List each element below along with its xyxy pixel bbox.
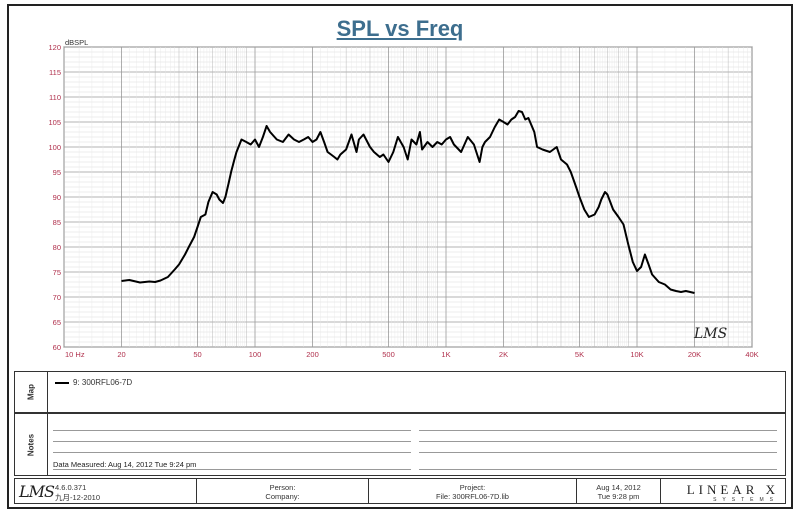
legend-swatch xyxy=(55,381,69,384)
date-measured: Data Measured: Aug 14, 2012 Tue 9:24 pm xyxy=(53,460,197,469)
x-tick-label: 20K xyxy=(688,350,701,359)
footer-date-cell: Aug 14, 2012 Tue 9:28 pm xyxy=(577,479,661,503)
x-tick-label: 10K xyxy=(630,350,643,359)
note-line xyxy=(419,430,777,431)
x-tick-label: 5K xyxy=(575,350,584,359)
lms-watermark-logo: LMS xyxy=(694,326,728,342)
footer-person-cell: Person: Company: xyxy=(197,479,369,503)
linearx-brand-top: LINEAR X xyxy=(686,482,779,497)
notes-label-cell: Notes xyxy=(15,414,48,475)
x-tick-label: 2K xyxy=(499,350,508,359)
footer-version-cell: LMS 4.6.0.371 九月-12-2010 xyxy=(15,479,197,503)
x-tick-label: 10 Hz xyxy=(65,350,85,359)
build-date-text: 九月-12-2010 xyxy=(55,493,101,502)
note-line xyxy=(53,430,411,431)
x-tick-label: 20 xyxy=(117,350,125,359)
file-label: File: 300RFL06-7D.lib xyxy=(436,492,509,501)
spl-chart: 60 65 70 75 80 85 90 95 100 105 110 115 120 10 Hz 20 5… xyxy=(48,38,759,359)
footer-time: Tue 9:28 pm xyxy=(597,492,640,501)
y-tick-label: 100 xyxy=(48,143,61,152)
notes-panel: Notes Data Measured: Aug 14, 2012 Tue 9:… xyxy=(14,413,786,476)
x-tick-label: 100 xyxy=(249,350,262,359)
y-tick-label: 60 xyxy=(53,343,61,352)
legend-label: 9: 300RFL06-7D xyxy=(73,378,133,387)
company-label: Company: xyxy=(265,492,300,501)
y-tick-label: 75 xyxy=(53,268,61,277)
y-tick-label: 110 xyxy=(49,93,61,102)
footer-bar: LMS 4.6.0.371 九月-12-2010 Person: Company… xyxy=(14,478,786,504)
note-line xyxy=(419,441,777,442)
chart-title: SPL vs Freq xyxy=(336,16,464,41)
y-ticks: 60 65 70 75 80 85 90 95 100 105 110 115 120 xyxy=(48,43,61,352)
map-label-cell: Map xyxy=(15,372,48,412)
y-tick-label: 90 xyxy=(53,193,61,202)
x-tick-label: 500 xyxy=(382,350,395,359)
y-tick-label: 70 xyxy=(53,293,61,302)
note-line xyxy=(419,469,777,470)
version-text: 4.6.0.371 xyxy=(55,483,87,492)
note-line xyxy=(53,452,411,453)
footer-project-cell: Project: File: 300RFL06-7D.lib xyxy=(369,479,577,503)
x-ticks: 10 Hz 20 50 100 200 500 1K 2K 5K 10K 20K 40K xyxy=(65,350,759,359)
note-line xyxy=(419,452,777,453)
note-line xyxy=(53,469,411,470)
linearx-logo: LINEAR X SYSTEMS xyxy=(687,482,779,503)
linearx-brand-bottom: SYSTEMS xyxy=(713,497,779,503)
x-tick-label: 40K xyxy=(745,350,758,359)
footer-date: Aug 14, 2012 xyxy=(596,483,641,492)
legend-entry[interactable]: 9: 300RFL06-7D xyxy=(55,378,132,387)
y-tick-label: 105 xyxy=(48,118,61,127)
x-tick-label: 50 xyxy=(193,350,201,359)
x-tick-label: 200 xyxy=(306,350,319,359)
y-tick-label: 115 xyxy=(49,68,61,77)
y-axis-label: dBSPL xyxy=(65,38,88,47)
y-tick-label: 120 xyxy=(48,43,61,52)
map-panel: Map 9: 300RFL06-7D xyxy=(14,371,786,413)
person-label: Person: xyxy=(269,483,296,492)
map-label: Map xyxy=(26,384,36,400)
y-tick-label: 80 xyxy=(53,243,61,252)
y-tick-label: 95 xyxy=(53,168,61,177)
y-tick-label: 85 xyxy=(53,218,61,227)
series-line xyxy=(121,110,695,294)
note-line xyxy=(53,441,411,442)
x-tick-label: 1K xyxy=(441,350,450,359)
lms-logo: LMS xyxy=(19,482,55,501)
notes-label: Notes xyxy=(26,433,36,456)
y-tick-label: 65 xyxy=(53,318,61,327)
project-label: Project: xyxy=(459,483,486,492)
series xyxy=(121,110,695,294)
grid xyxy=(63,46,753,348)
